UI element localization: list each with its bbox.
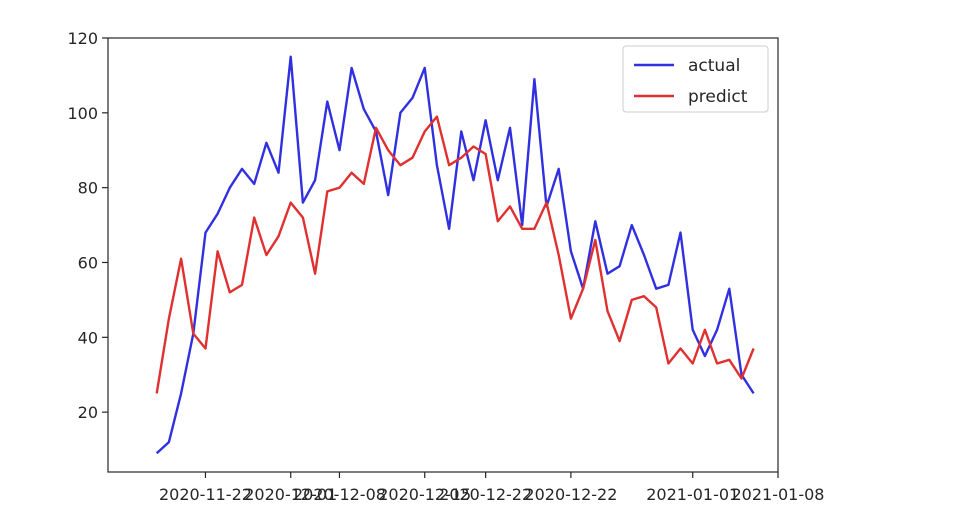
- y-tick-label: 120: [67, 29, 98, 48]
- x-tick-label: 2020-12-15: [378, 485, 471, 504]
- x-tick-label: 2020-11-22: [159, 485, 252, 504]
- series-line-predict: [155, 115, 755, 394]
- y-tick-label: 100: [67, 104, 98, 123]
- series-layer: [155, 55, 755, 455]
- legend-label-actual: actual: [688, 56, 740, 76]
- x-tick-label: 2021-01-01: [646, 485, 739, 504]
- y-tick-label: 40: [78, 328, 98, 347]
- series-line-actual: [155, 55, 755, 455]
- x-tick-label: 2020-12-22: [439, 485, 532, 504]
- x-tick-label: 2020-12-08: [293, 485, 386, 504]
- legend-label-predict: predict: [688, 87, 748, 107]
- x-axis: 2020-11-222020-12-012020-12-082020-12-15…: [159, 472, 825, 504]
- x-tick-label: 2021-01-08: [732, 485, 825, 504]
- x-tick-label: 2020-12-22: [524, 485, 617, 504]
- legend: actual predict: [622, 45, 769, 113]
- y-tick-label: 20: [78, 403, 98, 422]
- y-tick-label: 60: [78, 253, 98, 272]
- y-axis: 20 40 60 80 100 120: [67, 29, 108, 422]
- y-tick-label: 80: [78, 179, 98, 198]
- x-tick-label: 2020-12-01: [244, 485, 337, 504]
- plot-frame: [107, 37, 779, 473]
